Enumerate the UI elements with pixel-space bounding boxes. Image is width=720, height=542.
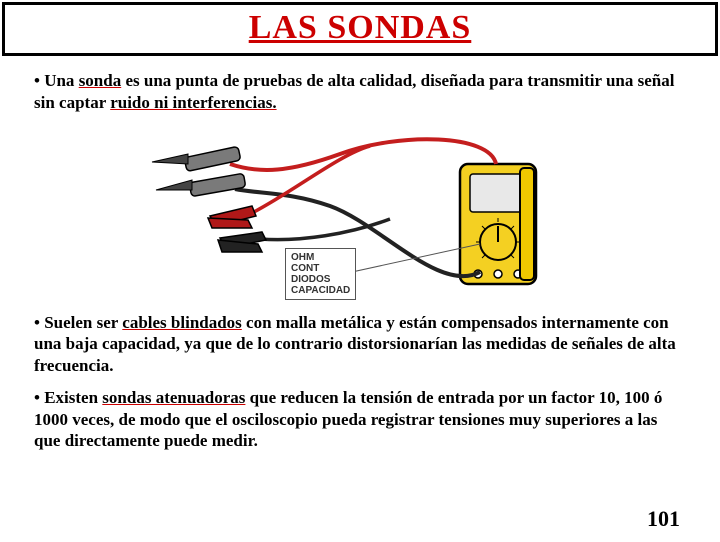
- label-line: CAPACIDAD: [291, 285, 350, 296]
- crocodile-clip-black: [218, 232, 266, 252]
- text: • Suelen ser: [34, 313, 122, 332]
- cable-red-branch: [250, 146, 370, 214]
- page-title: LAS SONDAS: [5, 9, 715, 47]
- crocodile-clip-red: [208, 206, 256, 228]
- underlined-term: sondas atenuadoras: [102, 388, 245, 407]
- text: • Una: [34, 71, 79, 90]
- probe-svg: [140, 124, 580, 304]
- label-line: OHM: [291, 252, 350, 263]
- cable-red: [230, 139, 496, 170]
- multimeter-icon: [460, 164, 536, 284]
- mode-label-box: OHM CONT DIODOS CAPACIDAD: [285, 248, 356, 300]
- content-area: • Una sonda es una punta de pruebas de a…: [0, 56, 720, 452]
- paragraph-3: • Existen sondas atenuadoras que reducen…: [34, 387, 686, 452]
- label-line: CONT: [291, 263, 350, 274]
- underlined-term: cables blindados: [122, 313, 242, 332]
- probe-black: [156, 173, 246, 196]
- probe-illustration: OHM CONT DIODOS CAPACIDAD: [140, 124, 580, 304]
- paragraph-2: • Suelen ser cables blindados con malla …: [34, 312, 686, 377]
- underlined-term: sonda: [79, 71, 122, 90]
- label-line: DIODOS: [291, 274, 350, 285]
- title-box: LAS SONDAS: [2, 2, 718, 56]
- page-number: 101: [647, 506, 680, 532]
- underlined-term: ruido ni interferencias.: [110, 93, 276, 112]
- paragraph-1: • Una sonda es una punta de pruebas de a…: [34, 70, 686, 114]
- probe-red: [152, 146, 241, 171]
- text: • Existen: [34, 388, 102, 407]
